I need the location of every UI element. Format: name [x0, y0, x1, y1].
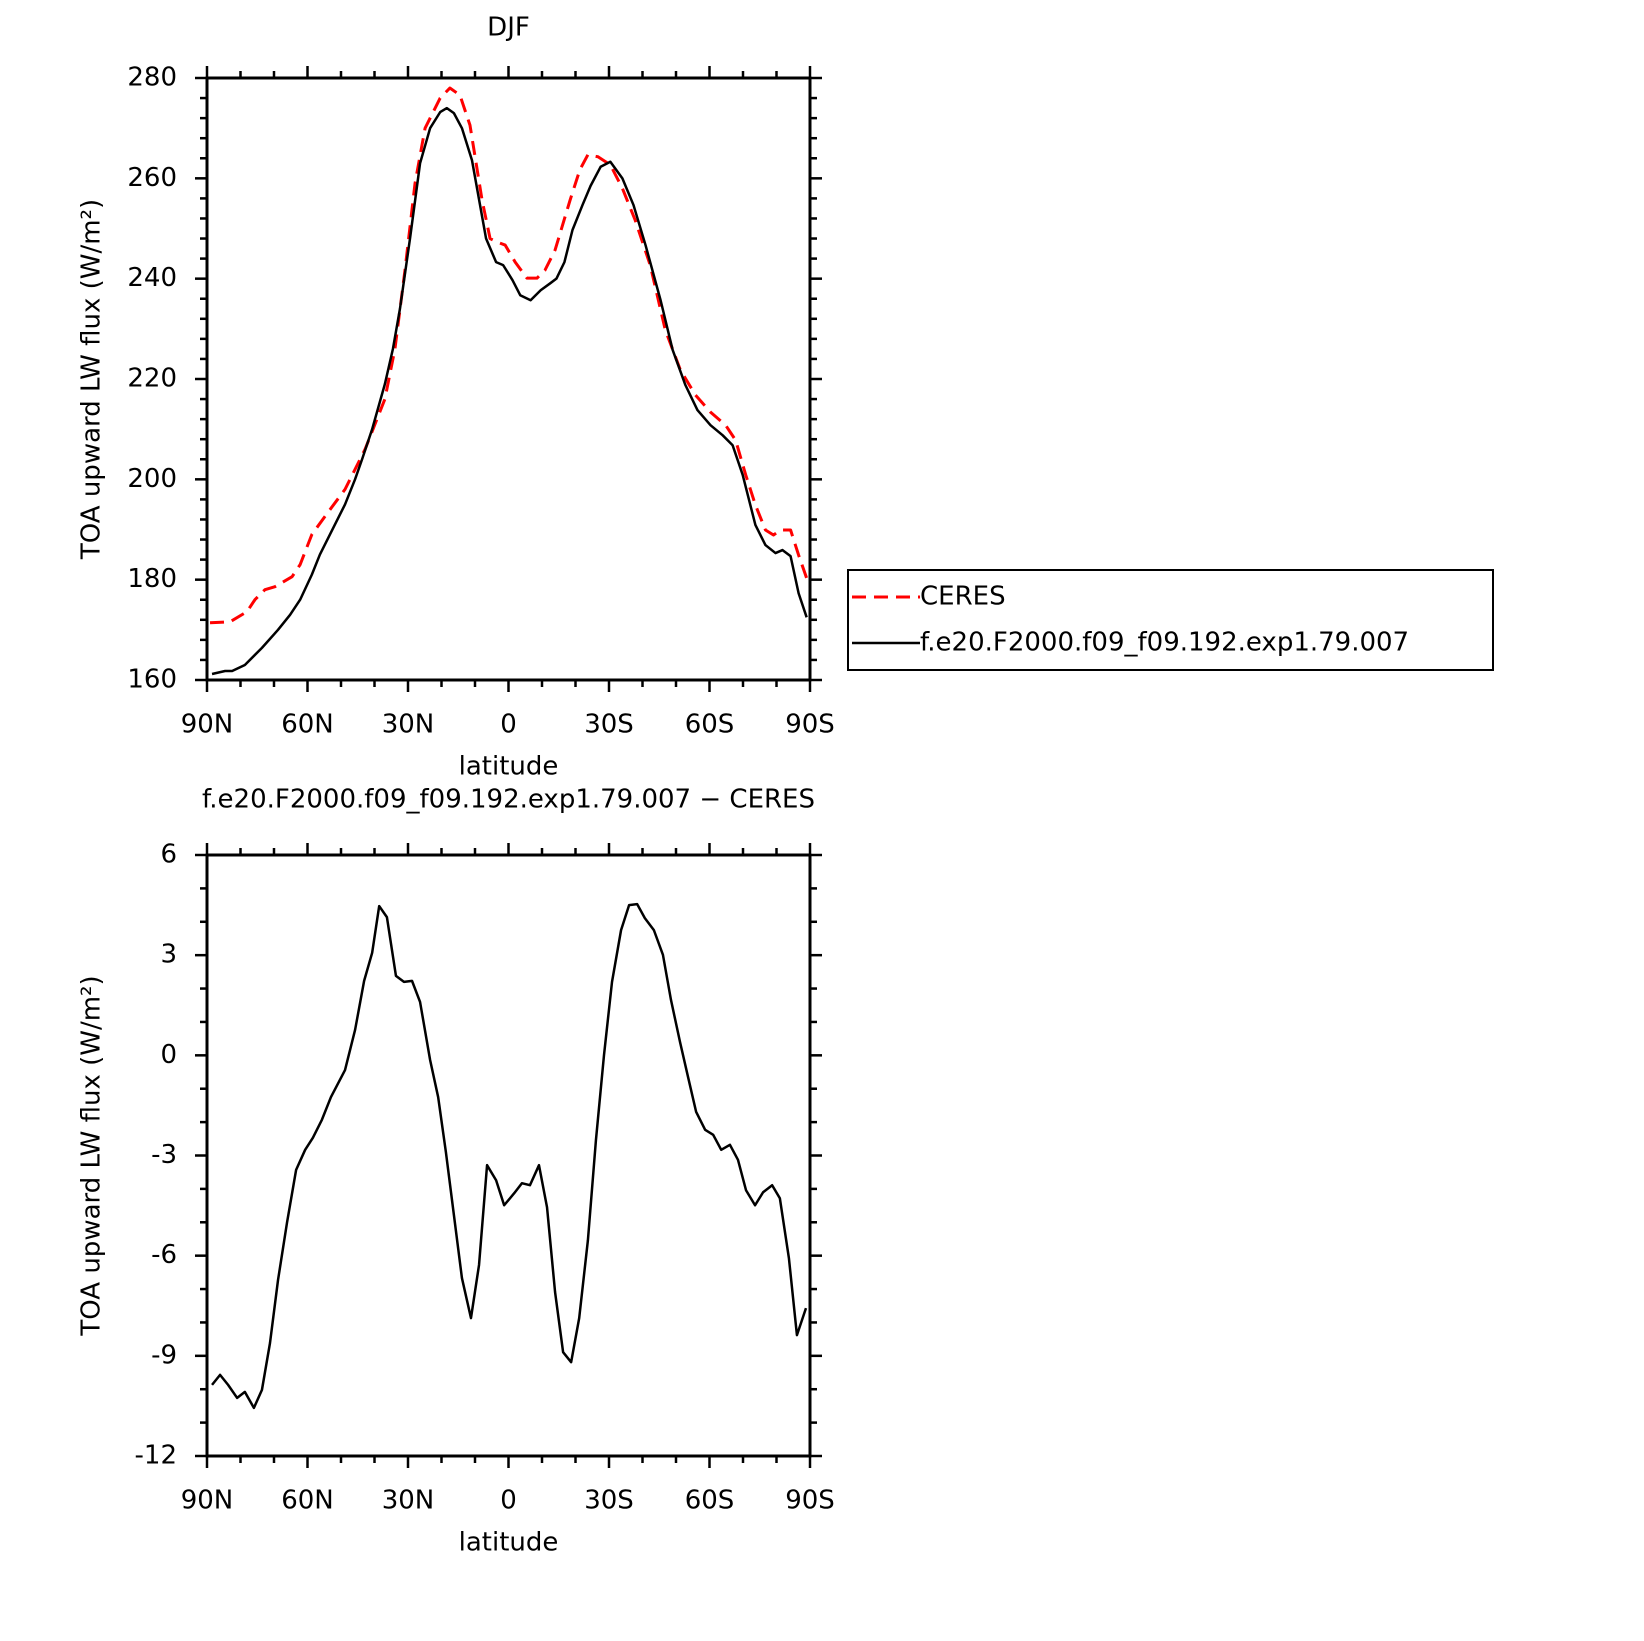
y-tick-label: 160	[127, 665, 177, 695]
plot-frame	[205, 853, 812, 1458]
chart-title: f.e20.F2000.f09_f09.192.exp1.79.007 − CE…	[202, 785, 815, 815]
y-tick-label: 6	[160, 840, 177, 870]
data-line	[211, 902, 808, 1410]
x-tick-label: 0	[500, 1486, 517, 1516]
chart-title: DJF	[487, 13, 530, 43]
y-tick-label: -3	[151, 1140, 177, 1170]
x-tick-label: 90N	[181, 710, 234, 740]
y-tick-label: -9	[151, 1340, 177, 1370]
y-tick-label: 220	[127, 364, 177, 394]
x-tick-label: 60S	[685, 1486, 735, 1516]
x-tick-label: 30N	[382, 710, 435, 740]
plot-frame	[205, 76, 812, 682]
y-axis-label: TOA upward LW flux (W/m²)	[77, 975, 107, 1336]
y-tick-label: 3	[160, 940, 177, 970]
legend-box	[847, 569, 1494, 671]
x-tick-label: 0	[500, 710, 517, 740]
x-tick-label: 30N	[382, 1486, 435, 1516]
data-line	[211, 106, 808, 676]
x-tick-label: 60N	[281, 1486, 334, 1516]
x-tick-label: 30S	[584, 1486, 634, 1516]
data-line	[209, 86, 809, 625]
legend-label: CERES	[920, 582, 1006, 612]
y-tick-label: -6	[151, 1240, 177, 1270]
y-tick-label: 260	[127, 163, 177, 193]
x-tick-label: 90S	[785, 710, 835, 740]
x-tick-label: 90S	[785, 1486, 835, 1516]
y-axis-label: TOA upward LW flux (W/m²)	[77, 199, 107, 560]
x-tick-label: 60N	[281, 710, 334, 740]
y-tick-label: 180	[127, 564, 177, 594]
y-tick-label: 280	[127, 63, 177, 93]
y-tick-label: 240	[127, 263, 177, 293]
x-tick-label: 90N	[181, 1486, 234, 1516]
y-tick-label: 0	[160, 1040, 177, 1070]
y-tick-label: 200	[127, 464, 177, 494]
legend-label: f.e20.F2000.f09_f09.192.exp1.79.007	[920, 628, 1409, 658]
y-tick-label: -12	[135, 1441, 177, 1471]
x-axis-label: latitude	[459, 752, 559, 782]
x-tick-label: 30S	[584, 710, 634, 740]
x-axis-label: latitude	[459, 1528, 559, 1558]
x-tick-label: 60S	[685, 710, 735, 740]
